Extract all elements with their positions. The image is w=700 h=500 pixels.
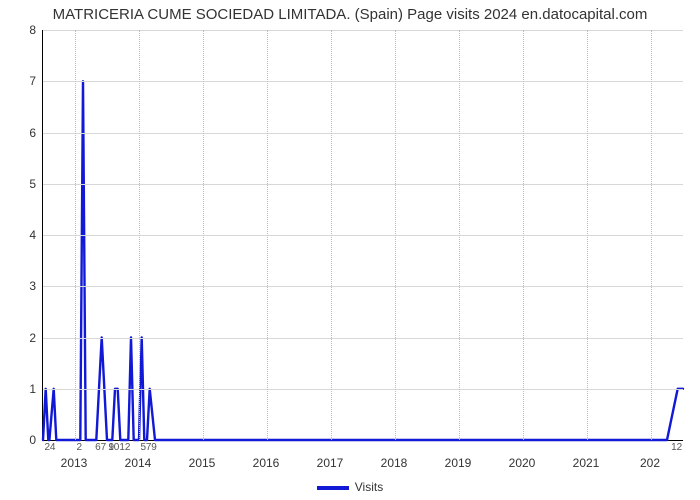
legend-swatch [317, 486, 349, 490]
gridline-v [651, 30, 652, 440]
xtick-major-label: 202 [640, 456, 660, 470]
plot-area [42, 30, 683, 441]
xtick-major-label: 2015 [189, 456, 216, 470]
ytick-label: 5 [0, 177, 36, 191]
gridline-v [331, 30, 332, 440]
visits-chart: MATRICERIA CUME SOCIEDAD LIMITADA. (Spai… [0, 0, 700, 500]
gridline-v [75, 30, 76, 440]
ytick-label: 7 [0, 74, 36, 88]
legend: Visits [0, 480, 700, 494]
xtick-minor-label: 2 [77, 442, 83, 453]
ytick-label: 6 [0, 126, 36, 140]
gridline-v [203, 30, 204, 440]
xtick-major-label: 2016 [253, 456, 280, 470]
xtick-major-label: 2018 [381, 456, 408, 470]
xtick-major-label: 2017 [317, 456, 344, 470]
legend-label: Visits [355, 480, 383, 494]
gridline-v [587, 30, 588, 440]
xtick-major-label: 2013 [61, 456, 88, 470]
xtick-major-label: 2020 [509, 456, 536, 470]
ytick-label: 2 [0, 331, 36, 345]
xtick-minor-label: 4 [50, 442, 56, 453]
xtick-minor-label: 67 [95, 442, 106, 453]
xtick-major-label: 2021 [573, 456, 600, 470]
xtick-major-label: 2019 [445, 456, 472, 470]
ytick-label: 3 [0, 279, 36, 293]
xtick-minor-label: 12 [671, 442, 682, 453]
gridline-v [267, 30, 268, 440]
ytick-label: 0 [0, 433, 36, 447]
gridline-v [139, 30, 140, 440]
gridline-v [395, 30, 396, 440]
ytick-label: 4 [0, 228, 36, 242]
gridline-v [459, 30, 460, 440]
ytick-label: 1 [0, 382, 36, 396]
xtick-major-label: 2014 [125, 456, 152, 470]
chart-title: MATRICERIA CUME SOCIEDAD LIMITADA. (Spai… [0, 6, 700, 23]
gridline-v [523, 30, 524, 440]
ytick-label: 8 [0, 23, 36, 37]
xtick-minor-label: 1012 [108, 442, 130, 453]
xtick-minor-label: 9 [151, 442, 157, 453]
